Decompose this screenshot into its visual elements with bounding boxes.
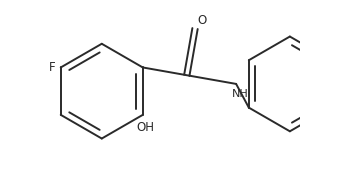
Text: O: O <box>197 14 207 27</box>
Text: F: F <box>49 61 55 74</box>
Text: OH: OH <box>136 121 154 134</box>
Text: NH: NH <box>232 89 249 99</box>
